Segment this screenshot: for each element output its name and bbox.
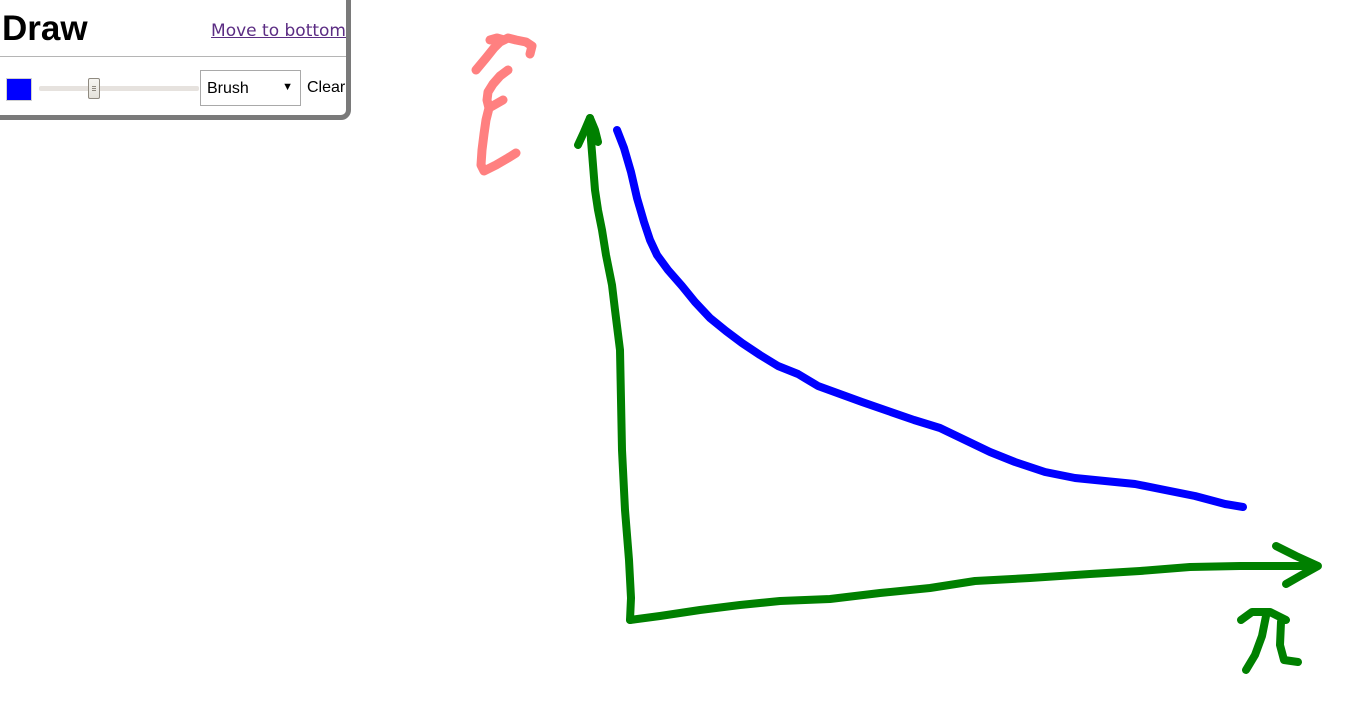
chevron-down-icon: ▼: [282, 81, 293, 93]
curve-sketch: [613, 126, 1247, 511]
green-pi-sketch-stroke: [1237, 608, 1302, 674]
y-axis-arrowhead-stroke: [574, 114, 602, 149]
tool-select-value: Brush: [207, 80, 249, 97]
move-to-bottom-link[interactable]: Move to bottom: [211, 21, 346, 41]
brush-color-swatch[interactable]: [6, 78, 32, 101]
panel-title: Draw: [2, 9, 88, 48]
panel-header: Draw Move to bottom: [0, 0, 346, 57]
blue-curve-stroke: [613, 126, 1247, 511]
slider-grip-line: [91, 88, 96, 89]
pink-letter-e-stroke: [476, 65, 521, 176]
tool-select[interactable]: Brush ▼: [200, 70, 301, 106]
slider-grip-line: [91, 86, 96, 87]
y-axis-sketch-label: [471, 33, 537, 176]
draw-toolbar: Brush ▼ Clear: [0, 63, 346, 109]
pink-arrowhead-stroke: [485, 33, 509, 45]
x-axis-stroke: [626, 562, 1320, 624]
x-axis-arrowhead-stroke: [1272, 542, 1322, 588]
draw-panel: Draw Move to bottom Brush ▼ Clear: [0, 0, 351, 120]
brush-size-slider-track[interactable]: [39, 86, 199, 91]
clear-button[interactable]: Clear: [307, 79, 346, 96]
y-axis-stroke: [586, 114, 635, 624]
slider-grip-line: [91, 90, 96, 91]
axes-sketch: [574, 114, 1322, 674]
brush-size-slider-thumb[interactable]: [87, 78, 100, 99]
